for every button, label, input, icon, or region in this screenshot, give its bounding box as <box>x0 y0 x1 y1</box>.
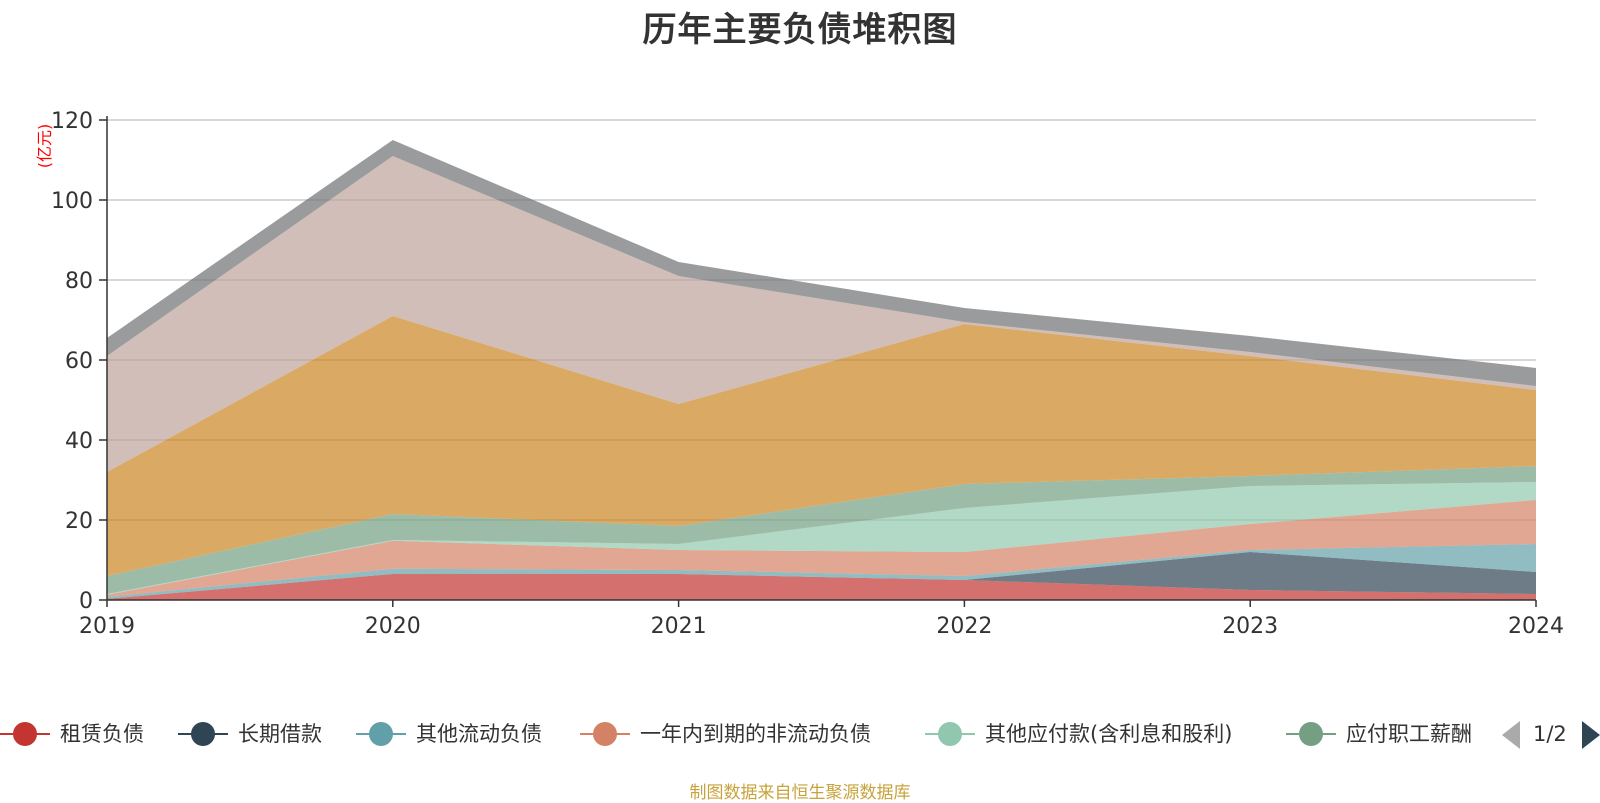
area-series-4 <box>107 482 1536 595</box>
area-series-1 <box>107 552 1536 599</box>
y-tick-label: 60 <box>65 349 93 374</box>
y-tick-label: 20 <box>65 509 93 534</box>
legend-item[interactable]: 其他应付款(含利息和股利) <box>925 722 1232 746</box>
x-tick-label: 2024 <box>1508 614 1564 639</box>
legend-circle-icon <box>13 722 37 746</box>
legend-label: 应付职工薪酬 <box>1346 722 1472 746</box>
legend-item[interactable]: 应付职工薪酬 <box>1286 722 1472 746</box>
legend-circle-icon <box>593 722 617 746</box>
y-tick-label: 0 <box>79 589 93 614</box>
legend-circle-icon <box>369 722 393 746</box>
legend-pager: 1/2 <box>1502 721 1600 749</box>
area-series-8 <box>107 140 1536 386</box>
x-tick-label: 2019 <box>79 614 135 639</box>
legend-next-arrow-icon[interactable] <box>1582 721 1600 749</box>
legend-circle-icon <box>1299 722 1323 746</box>
x-tick-label: 2022 <box>936 614 992 639</box>
legend-item[interactable]: 长期借款 <box>178 722 322 746</box>
y-tick-label: 40 <box>65 429 93 454</box>
area-series-5 <box>107 466 1536 594</box>
area-series-2 <box>107 544 1536 599</box>
legend-label: 其他应付款(含利息和股利) <box>985 722 1232 746</box>
chart-title: 历年主要负债堆积图 <box>642 10 958 50</box>
legend-label: 租赁负债 <box>60 722 144 746</box>
legend-prev-arrow-icon[interactable] <box>1502 721 1520 749</box>
legend-label: 其他流动负债 <box>416 722 542 746</box>
legend-circle-icon <box>938 722 962 746</box>
legend-item[interactable]: 一年内到期的非流动负债 <box>580 722 871 746</box>
legend-item[interactable]: 其他流动负债 <box>356 722 542 746</box>
x-tick-label: 2023 <box>1222 614 1278 639</box>
legend-page-indicator: 1/2 <box>1533 722 1567 746</box>
x-tick-label: 2021 <box>651 614 707 639</box>
area-series-7 <box>107 156 1536 472</box>
y-tick-label: 120 <box>51 109 93 134</box>
legend-label: 一年内到期的非流动负债 <box>640 722 871 746</box>
y-tick-label: 80 <box>65 269 93 294</box>
source-note: 制图数据来自恒生聚源数据库 <box>689 783 911 803</box>
y-axis-unit-label: (亿元) <box>35 124 54 169</box>
legend-circle-icon <box>191 722 215 746</box>
legend-label: 长期借款 <box>238 722 322 746</box>
axis-layer: 0 20 40 60 80 100 120 2019 2020 2021 2022 2023 2024 <box>51 109 1564 639</box>
y-tick-label: 100 <box>51 189 93 214</box>
legend-item[interactable]: 租赁负债 <box>0 722 144 746</box>
area-layer <box>107 140 1536 600</box>
area-series-6 <box>107 316 1536 576</box>
x-tick-label: 2020 <box>365 614 421 639</box>
area-series-3 <box>107 500 1536 597</box>
area-series-0 <box>107 574 1536 600</box>
legend: 租赁负债 长期借款 其他流动负债 一年内到期的非流动负债 其他应付款(含利息和股利) 应付… <box>0 722 1472 746</box>
